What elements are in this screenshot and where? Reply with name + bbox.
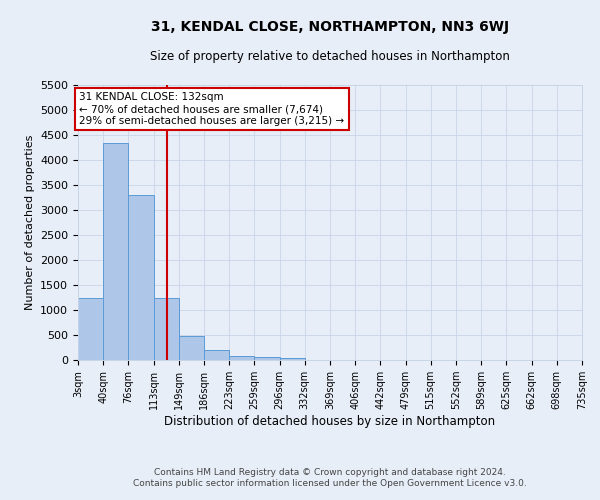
Bar: [103, 142, 128, 360]
Text: 31, KENDAL CLOSE, NORTHAMPTON, NN3 6WJ: 31, KENDAL CLOSE, NORTHAMPTON, NN3 6WJ: [151, 20, 509, 34]
Text: 31 KENDAL CLOSE: 132sqm
← 70% of detached houses are smaller (7,674)
29% of semi: 31 KENDAL CLOSE: 132sqm ← 70% of detache…: [79, 92, 344, 126]
Text: Size of property relative to detached houses in Northampton: Size of property relative to detached ho…: [150, 50, 510, 63]
Y-axis label: Number of detached properties: Number of detached properties: [25, 135, 35, 310]
Bar: [254, 357, 280, 360]
Bar: [128, 195, 154, 360]
Bar: [229, 356, 254, 360]
Text: Contains HM Land Registry data © Crown copyright and database right 2024.
Contai: Contains HM Land Registry data © Crown c…: [133, 468, 527, 487]
Bar: [78, 298, 103, 360]
Bar: [204, 350, 229, 360]
Bar: [179, 336, 204, 360]
X-axis label: Distribution of detached houses by size in Northampton: Distribution of detached houses by size …: [164, 415, 496, 428]
Bar: [154, 298, 179, 360]
Bar: [280, 358, 305, 360]
